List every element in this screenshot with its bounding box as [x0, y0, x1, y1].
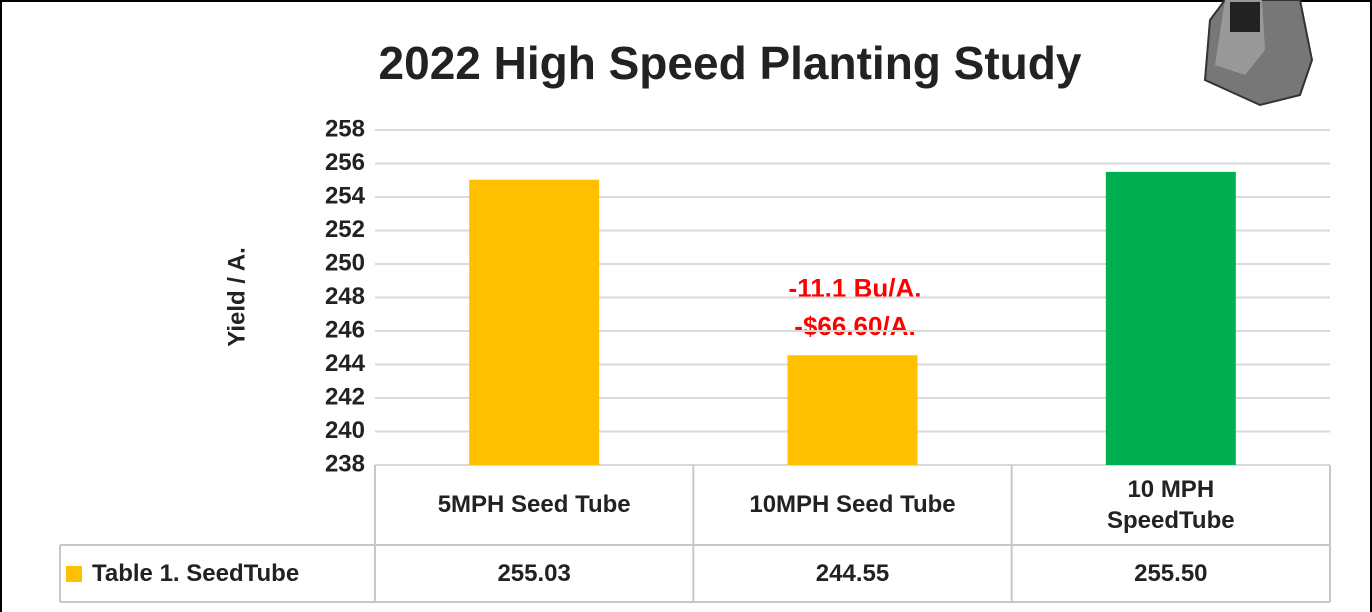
bar [1105, 171, 1236, 465]
y-tick-label: 256 [325, 149, 365, 176]
y-tick-label: 240 [325, 417, 365, 444]
y-tick-label: 250 [325, 249, 365, 276]
legend-cell: Table 1. SeedTube [60, 545, 375, 602]
device-image [1203, 0, 1314, 107]
y-tick-label: 238 [325, 450, 365, 477]
x-tick-label: 10 MPH SpeedTube [1012, 465, 1330, 545]
value-label: 244.55 [693, 545, 1011, 602]
y-axis-label: Yield / A. [223, 247, 250, 347]
legend-label: Table 1. SeedTube [92, 559, 300, 587]
y-tick-label: 242 [325, 383, 365, 410]
chart-title: 2022 High Speed Planting Study [379, 37, 1082, 89]
x-tick-label-text: 10 MPH SpeedTube [1107, 475, 1235, 534]
legend-swatch [66, 565, 82, 582]
x-tick-label: 5MPH Seed Tube [375, 465, 693, 545]
x-tick-label-text: 5MPH Seed Tube [437, 491, 631, 519]
y-tick-label: 248 [325, 283, 365, 310]
value-label-text: 255.03 [497, 559, 571, 587]
value-label-text: 244.55 [815, 559, 890, 587]
bar [787, 355, 918, 465]
y-tick-label: 254 [325, 182, 366, 209]
bar [469, 179, 600, 465]
y-tick-label: 246 [325, 316, 365, 343]
y-tick-label: 252 [325, 216, 365, 243]
value-label: 255.03 [375, 545, 693, 602]
annotation: -$66.60/A. [794, 311, 915, 341]
y-tick-label: 258 [325, 115, 365, 142]
x-tick-label-text: 10MPH Seed Tube [749, 491, 956, 519]
value-label-text: 255.50 [1134, 559, 1208, 587]
value-label: 255.50 [1012, 545, 1330, 602]
y-tick-label: 244 [325, 350, 366, 377]
x-tick-label: 10MPH Seed Tube [693, 465, 1011, 545]
